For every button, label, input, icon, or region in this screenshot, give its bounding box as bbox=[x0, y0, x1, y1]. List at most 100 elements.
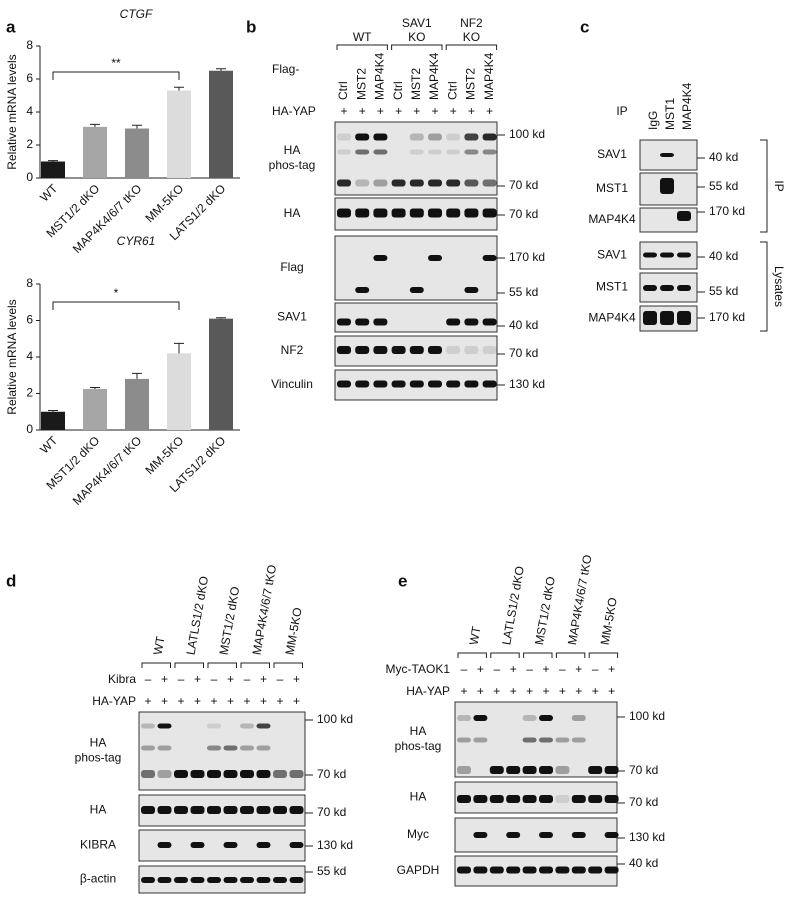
band bbox=[446, 149, 461, 155]
marker-label: 70 kd bbox=[317, 767, 346, 781]
band bbox=[677, 285, 691, 291]
blot-label: HA bbox=[284, 206, 301, 220]
group-bracket bbox=[555, 652, 586, 658]
condition-sign: + bbox=[608, 662, 615, 676]
band bbox=[506, 795, 521, 803]
band bbox=[355, 179, 370, 187]
band bbox=[522, 766, 537, 774]
condition-sign: + bbox=[161, 694, 168, 708]
band bbox=[464, 149, 479, 155]
band bbox=[482, 255, 497, 261]
band bbox=[409, 149, 424, 155]
band bbox=[522, 715, 537, 721]
band bbox=[428, 346, 442, 354]
marker-label: 40 kd bbox=[709, 150, 738, 164]
condition-sign: + bbox=[210, 694, 217, 708]
condition-label: HA-YAP bbox=[272, 104, 316, 118]
condition-sign: + bbox=[359, 104, 366, 118]
bar bbox=[83, 388, 107, 430]
band bbox=[256, 723, 271, 729]
condition-sign: + bbox=[486, 104, 493, 118]
condition-sign: – bbox=[211, 672, 218, 686]
y-tick-label: 4 bbox=[26, 104, 33, 118]
band bbox=[409, 133, 424, 141]
blot-label: HA bbox=[90, 803, 107, 817]
band bbox=[473, 795, 488, 803]
condition-sign: + bbox=[144, 694, 151, 708]
band bbox=[489, 795, 504, 803]
band bbox=[604, 795, 619, 803]
band bbox=[141, 770, 155, 778]
condition-sign: – bbox=[178, 672, 185, 686]
condition-sign: + bbox=[510, 684, 517, 698]
significance-bracket bbox=[52, 301, 180, 310]
group-bracket bbox=[141, 662, 171, 668]
band bbox=[428, 133, 442, 141]
band bbox=[207, 723, 221, 729]
group-bracket bbox=[445, 44, 498, 50]
blot-label: HA bbox=[284, 143, 301, 157]
y-tick-label: 2 bbox=[26, 137, 33, 151]
band bbox=[446, 208, 461, 218]
panel-label: c bbox=[580, 17, 589, 36]
band bbox=[223, 877, 238, 883]
band bbox=[457, 715, 471, 721]
marker-label: 55 kd bbox=[709, 284, 738, 298]
blot-label: HA bbox=[90, 736, 107, 750]
section-label: IP bbox=[772, 180, 786, 191]
band bbox=[571, 737, 586, 743]
band bbox=[482, 208, 497, 218]
band bbox=[482, 179, 497, 187]
band bbox=[588, 866, 603, 874]
y-axis-label: Relative mRNA levels bbox=[5, 54, 19, 169]
error-bar bbox=[48, 409, 58, 412]
error-bar bbox=[132, 372, 142, 379]
marker-label: 130 kd bbox=[317, 838, 353, 852]
bar bbox=[41, 161, 65, 178]
band bbox=[482, 149, 497, 155]
condition-sign: + bbox=[460, 684, 467, 698]
band bbox=[660, 178, 674, 194]
band bbox=[256, 806, 271, 814]
significance-bracket bbox=[52, 71, 180, 80]
condition-sign: + bbox=[526, 684, 533, 698]
group-bracket bbox=[207, 662, 237, 668]
band bbox=[223, 745, 238, 751]
band bbox=[604, 766, 619, 774]
significance-label: ** bbox=[111, 56, 121, 70]
band bbox=[240, 806, 254, 814]
condition-sign: + bbox=[395, 104, 402, 118]
group-bracket bbox=[588, 652, 619, 658]
band bbox=[539, 795, 553, 803]
y-tick-label: 6 bbox=[26, 313, 33, 327]
band bbox=[391, 208, 406, 218]
condition-sign: – bbox=[592, 662, 599, 676]
band bbox=[157, 723, 172, 729]
band bbox=[660, 311, 674, 325]
group-label: WT bbox=[353, 30, 372, 44]
band bbox=[355, 208, 370, 218]
error-bar bbox=[90, 123, 100, 127]
condition-sign: + bbox=[493, 684, 500, 698]
band bbox=[373, 346, 388, 354]
band bbox=[355, 133, 370, 141]
band bbox=[207, 877, 221, 883]
band bbox=[256, 770, 271, 778]
bar bbox=[125, 378, 149, 430]
panel-label: b bbox=[246, 17, 256, 36]
condition-sign: + bbox=[542, 684, 549, 698]
lane-label: MST1 bbox=[663, 98, 677, 130]
band bbox=[677, 211, 691, 221]
x-tick-label: WT bbox=[37, 181, 61, 205]
condition-sign: + bbox=[477, 684, 484, 698]
band bbox=[223, 806, 238, 814]
group-label: LATLS1/2 dKO bbox=[184, 575, 212, 656]
band bbox=[207, 770, 221, 778]
blot-label: SAV1 bbox=[597, 147, 627, 161]
lane-label: MAP4K4 bbox=[680, 82, 694, 130]
section-bracket bbox=[760, 139, 768, 233]
y-tick-label: 8 bbox=[26, 38, 33, 52]
marker-label: 55 kd bbox=[317, 864, 346, 878]
band bbox=[337, 208, 351, 218]
chart-title: CTGF bbox=[120, 7, 153, 21]
